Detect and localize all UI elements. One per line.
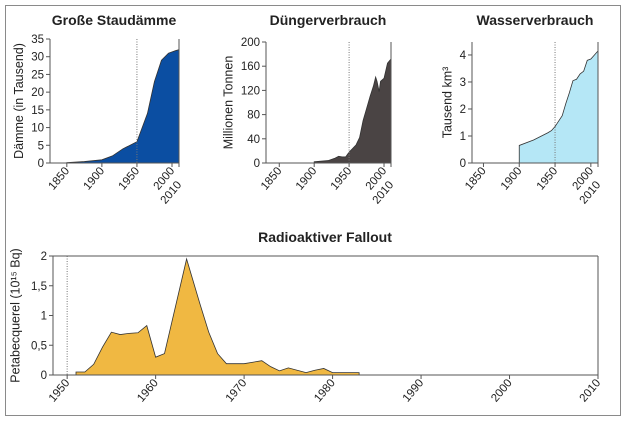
x-tick-label: 1900: [499, 165, 525, 192]
x-tick-label: 1850: [463, 165, 489, 192]
x-tick-label: 1950: [535, 165, 561, 192]
y-axis-label: Petabecquerel (10¹⁵ Bq): [9, 248, 23, 382]
x-tick-label: 1900: [82, 165, 108, 192]
area-series: [75, 257, 360, 376]
y-axis-label: Tausend km³: [441, 67, 455, 139]
y-tick-label: 0: [38, 158, 44, 170]
y-tick-label: 1,5: [31, 281, 47, 293]
y-axis-label: Dämme (in Tausend): [12, 43, 26, 159]
y-tick-label: 3: [460, 77, 466, 89]
x-tick-label: 1950: [47, 377, 73, 404]
chart-0: Große Staudämme 0 5 10 15 20 25 30 35 1850 1900 195…: [12, 12, 184, 207]
y-axis-label: Millionen Tonnen: [222, 56, 236, 150]
y-tick-label: 35: [31, 34, 44, 46]
y-tick-label: 80: [247, 110, 260, 122]
x-tick-label: 2010: [578, 377, 604, 404]
y-tick-label: 5: [38, 140, 44, 152]
area-series: [518, 49, 599, 164]
x-tick-label: 1900: [294, 165, 320, 192]
y-tick-label: 0: [41, 370, 47, 382]
figure-frame: [5, 5, 621, 416]
y-tick-label: 2: [41, 251, 47, 263]
x-tick-label: 1980: [312, 377, 338, 404]
y-tick-label: 0: [460, 158, 466, 170]
y-tick-label: 1: [41, 311, 47, 323]
chart-1: Düngerverbrauch 0 40 80 120 160 200 1850 1900 195…: [222, 12, 397, 207]
y-tick-label: 30: [31, 52, 44, 64]
x-tick-label: 1850: [46, 165, 72, 192]
y-tick-label: 120: [241, 85, 260, 97]
y-tick-label: 200: [241, 37, 260, 49]
chart-title: Große Staudämme: [52, 12, 177, 28]
y-tick-label: 10: [31, 123, 44, 135]
chart-title: Düngerverbrauch: [270, 12, 387, 28]
y-tick-label: 0,5: [31, 340, 47, 352]
x-tick-label: 2000: [489, 377, 515, 404]
x-tick-label: 1960: [135, 377, 161, 404]
y-tick-label: 0: [254, 158, 260, 170]
y-tick-label: 15: [31, 105, 44, 117]
y-tick-label: 4: [460, 50, 467, 62]
area-series: [313, 57, 392, 164]
chart-title: Radioaktiver Fallout: [258, 229, 392, 245]
x-tick-label: 1950: [117, 165, 143, 192]
chart-3: Radioaktiver Fallout 0 0,5 1 1,5 2 1950 1960 197…: [9, 229, 604, 405]
y-tick-label: 2: [460, 104, 466, 116]
area-series: [66, 49, 180, 164]
y-tick-label: 25: [31, 69, 44, 81]
y-tick-label: 1: [460, 131, 466, 143]
chart-title: Wasserverbrauch: [477, 12, 594, 28]
x-tick-label: 1970: [224, 377, 250, 404]
y-tick-label: 20: [31, 87, 44, 99]
y-tick-label: 160: [241, 61, 260, 73]
x-tick-label: 1990: [401, 377, 427, 404]
y-tick-label: 40: [247, 134, 260, 146]
x-tick-label: 1850: [259, 165, 285, 192]
x-tick-label: 1950: [329, 165, 355, 192]
